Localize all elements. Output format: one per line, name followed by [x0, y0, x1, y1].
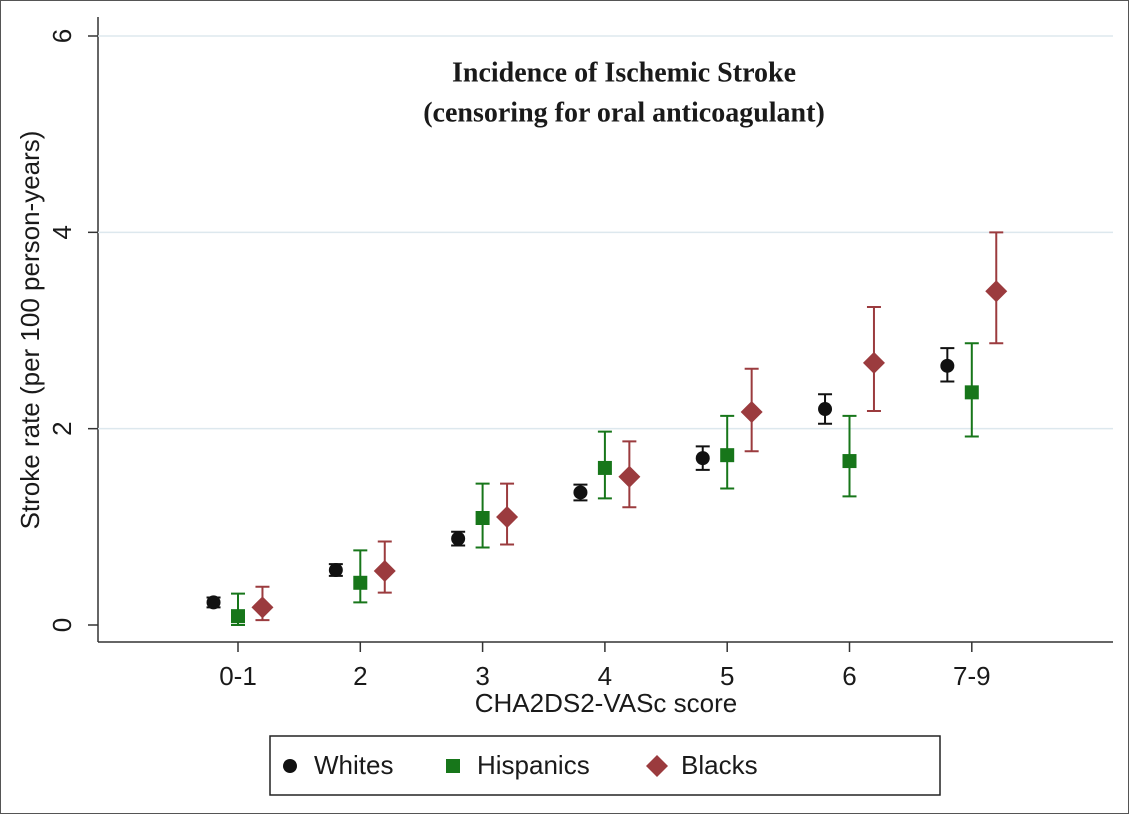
point: [597, 460, 612, 475]
y-tick-label: 2: [47, 421, 77, 435]
chart-title: Incidence of Ischemic Stroke: [452, 57, 796, 88]
legend-label: Whites: [314, 750, 393, 780]
point: [373, 560, 396, 583]
point: [475, 510, 490, 525]
y-tick-label: 0: [47, 618, 77, 632]
point: [573, 485, 588, 500]
point: [618, 465, 641, 488]
point: [862, 351, 885, 374]
point: [964, 385, 979, 400]
x-tick-label: 2: [353, 661, 367, 691]
y-axis-label: Stroke rate (per 100 person-years): [15, 131, 45, 530]
point: [940, 358, 955, 373]
point: [740, 400, 763, 423]
point: [818, 402, 833, 417]
y-tick-label: 4: [47, 225, 77, 239]
point: [206, 595, 221, 610]
chart-subtitle: (censoring for oral anticoagulant): [423, 97, 825, 128]
legend-label: Hispanics: [477, 750, 590, 780]
point: [451, 531, 466, 546]
point: [251, 596, 274, 619]
legend-marker: [446, 759, 460, 773]
x-tick-label: 7-9: [953, 661, 991, 691]
point: [842, 454, 857, 469]
point: [328, 563, 343, 578]
x-tick-label: 5: [720, 661, 734, 691]
point: [720, 448, 735, 463]
point: [695, 451, 710, 466]
x-tick-label: 4: [598, 661, 612, 691]
x-tick-label: 6: [842, 661, 856, 691]
x-tick-label: 0-1: [219, 661, 257, 691]
x-axis-label: CHA2DS2-VASc score: [475, 688, 738, 718]
point: [496, 506, 519, 529]
point: [985, 280, 1008, 303]
legend-box: [269, 735, 941, 796]
point: [231, 609, 245, 624]
legend-marker: [283, 759, 297, 773]
y-tick-label: 6: [47, 29, 77, 43]
legend-marker: [646, 755, 668, 777]
legend-label: Blacks: [681, 750, 758, 780]
x-tick-label: 3: [475, 661, 489, 691]
point: [353, 575, 368, 590]
